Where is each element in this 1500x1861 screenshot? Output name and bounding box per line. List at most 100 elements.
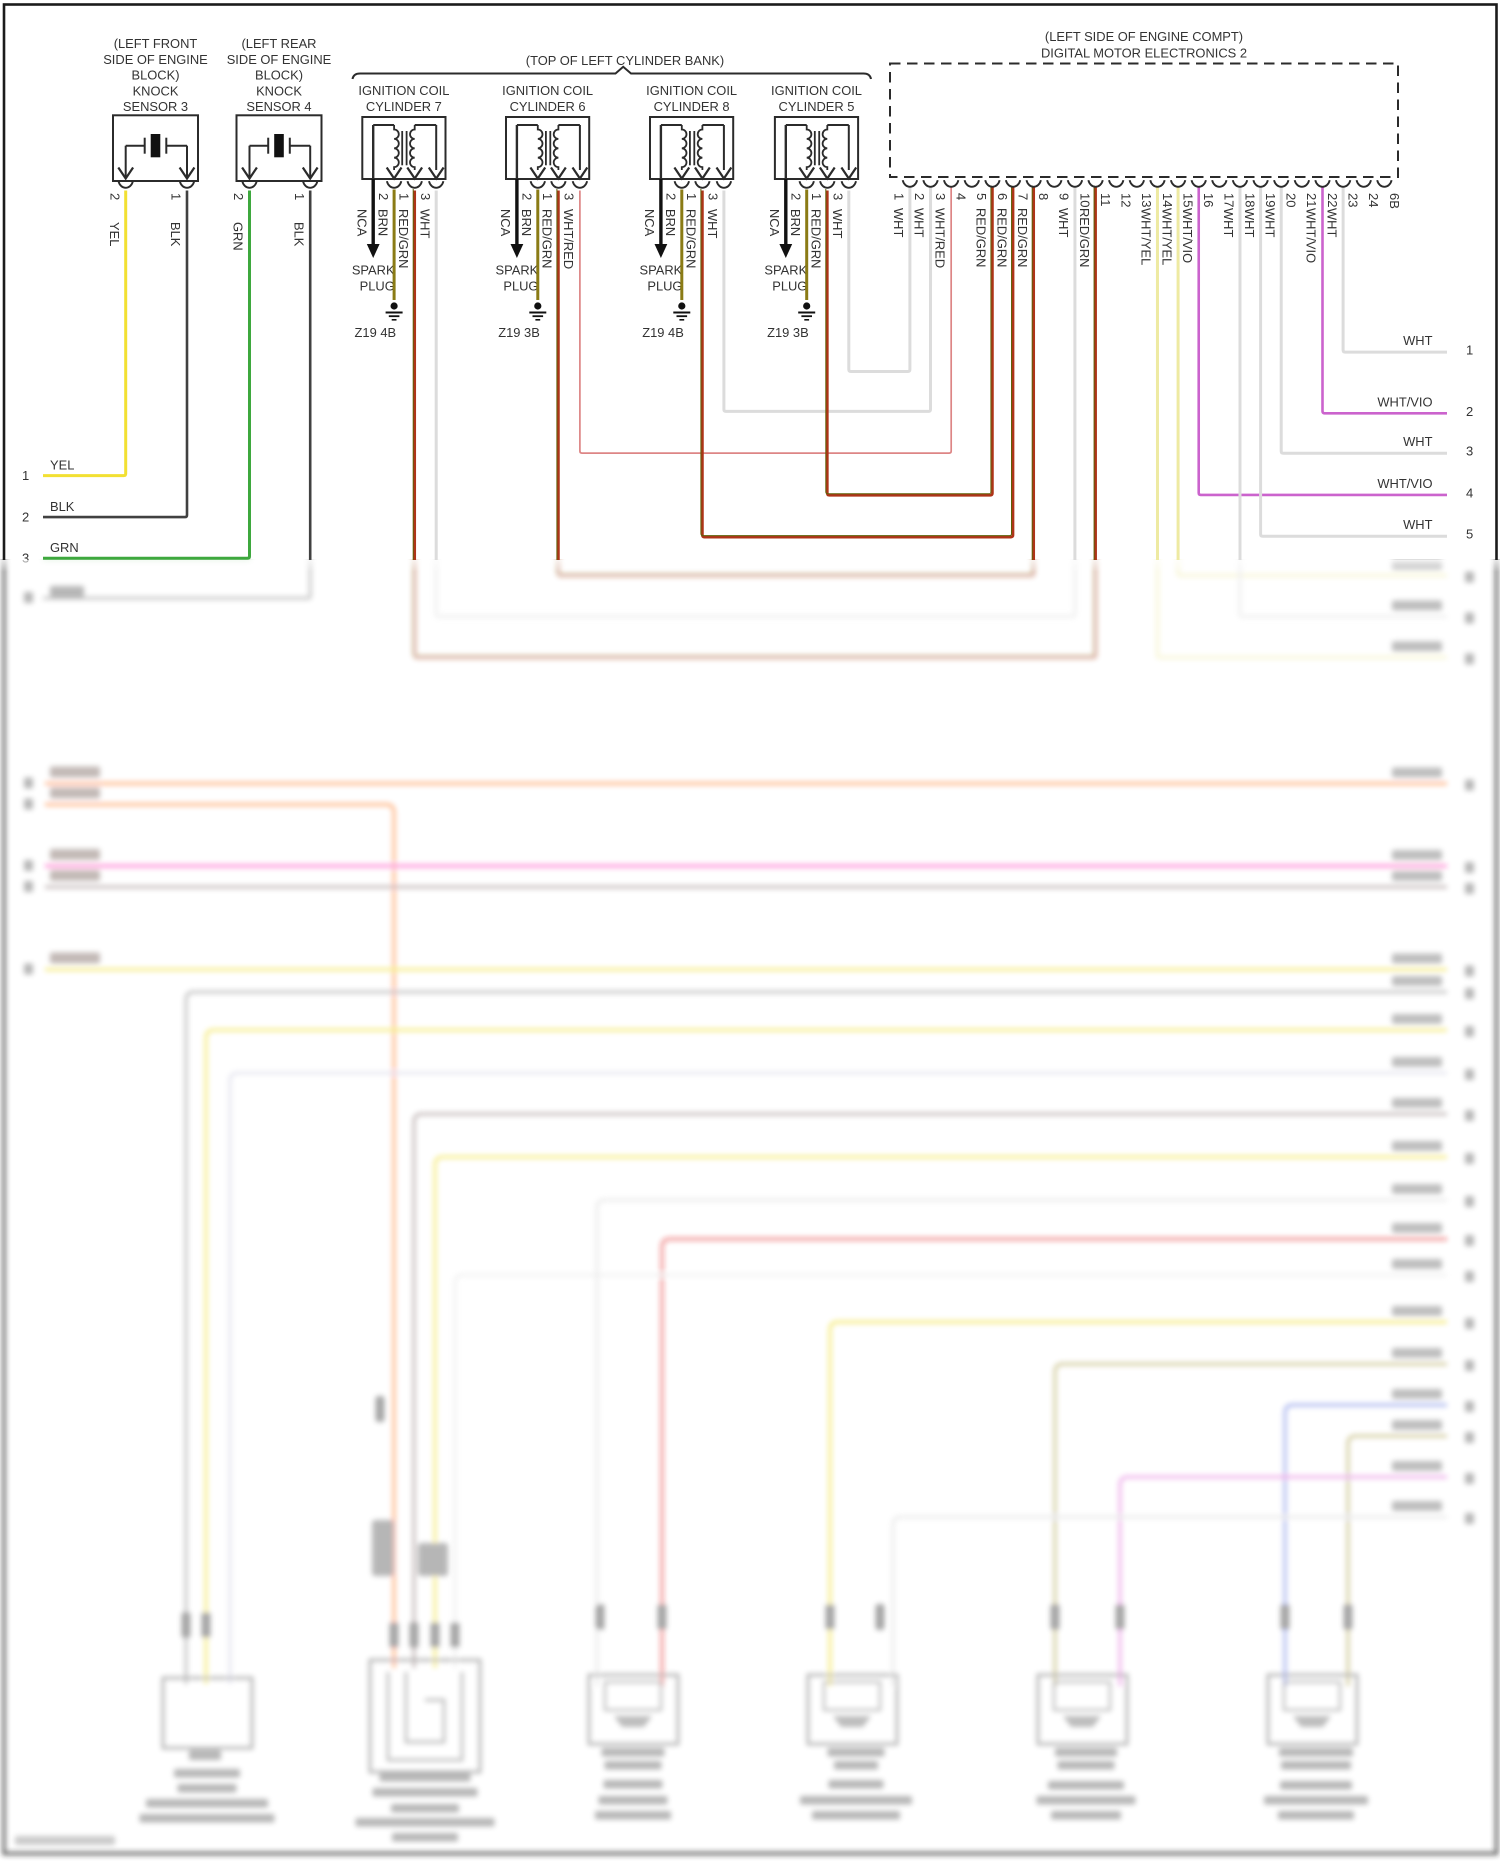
svg-text:BLK: BLK — [168, 222, 183, 247]
svg-text:18: 18 — [1242, 193, 1257, 207]
svg-text:9: 9 — [1057, 193, 1072, 200]
svg-text:CYLINDER 5: CYLINDER 5 — [779, 99, 855, 114]
svg-text:WHT: WHT — [1403, 434, 1432, 449]
svg-text:BLK: BLK — [50, 499, 75, 514]
svg-text:11: 11 — [1098, 193, 1113, 207]
svg-text:SPARK: SPARK — [640, 263, 683, 278]
svg-text:17: 17 — [1222, 193, 1237, 207]
svg-text:CYLINDER 7: CYLINDER 7 — [366, 99, 442, 114]
svg-text:3: 3 — [22, 551, 29, 566]
svg-text:WHT/VIO: WHT/VIO — [1304, 208, 1319, 263]
svg-text:IGNITION COIL: IGNITION COIL — [358, 83, 449, 98]
svg-text:2: 2 — [1466, 404, 1473, 419]
svg-text:10: 10 — [1077, 193, 1092, 207]
svg-text:SPARK: SPARK — [496, 263, 539, 278]
svg-text:WHT: WHT — [417, 209, 432, 238]
svg-text:2: 2 — [376, 193, 391, 200]
svg-text:GRN: GRN — [231, 222, 246, 251]
svg-text:15: 15 — [1180, 193, 1195, 207]
svg-text:WHT: WHT — [1221, 208, 1236, 237]
svg-text:WHT: WHT — [830, 209, 845, 238]
svg-text:NCA: NCA — [498, 209, 513, 237]
svg-text:(LEFT SIDE OF ENGINE COMPT): (LEFT SIDE OF ENGINE COMPT) — [1045, 29, 1243, 44]
svg-text:WHT: WHT — [705, 209, 720, 238]
svg-text:WHT: WHT — [1403, 517, 1432, 532]
svg-text:8: 8 — [1036, 193, 1051, 200]
svg-text:YEL: YEL — [50, 458, 74, 473]
svg-text:SENSOR 4: SENSOR 4 — [246, 99, 311, 114]
svg-text:20: 20 — [1284, 193, 1299, 207]
svg-text:YEL: YEL — [107, 222, 122, 246]
svg-text:WHT/RED: WHT/RED — [932, 208, 947, 268]
svg-text:IGNITION COIL: IGNITION COIL — [771, 83, 862, 98]
svg-text:1: 1 — [892, 193, 907, 200]
svg-text:4: 4 — [1466, 485, 1473, 500]
svg-text:3: 3 — [418, 193, 433, 200]
svg-text:WHT/YEL: WHT/YEL — [1139, 208, 1154, 265]
svg-text:2: 2 — [788, 193, 803, 200]
svg-text:21: 21 — [1304, 193, 1319, 207]
svg-text:3: 3 — [933, 193, 948, 200]
svg-text:PLUG: PLUG — [647, 279, 682, 294]
svg-text:WHT: WHT — [1403, 333, 1432, 348]
svg-text:3: 3 — [706, 193, 721, 200]
svg-text:SPARK: SPARK — [352, 263, 395, 278]
svg-text:BRN: BRN — [375, 209, 390, 236]
svg-text:WHT: WHT — [912, 208, 927, 237]
svg-text:WHT: WHT — [1324, 208, 1339, 237]
svg-text:PLUG: PLUG — [503, 279, 538, 294]
svg-text:5: 5 — [974, 193, 989, 200]
svg-text:22: 22 — [1325, 193, 1340, 207]
svg-text:RED/GRN: RED/GRN — [1077, 208, 1092, 267]
svg-text:(LEFT FRONT: (LEFT FRONT — [114, 36, 198, 51]
svg-text:4: 4 — [953, 193, 968, 200]
svg-text:IGNITION COIL: IGNITION COIL — [502, 83, 593, 98]
svg-text:19: 19 — [1263, 193, 1278, 207]
svg-text:IGNITION COIL: IGNITION COIL — [646, 83, 737, 98]
svg-text:WHT/RED: WHT/RED — [561, 209, 576, 269]
svg-text:SIDE OF ENGINE: SIDE OF ENGINE — [227, 52, 332, 67]
svg-text:WHT: WHT — [1056, 208, 1071, 237]
svg-text:CYLINDER 6: CYLINDER 6 — [510, 99, 586, 114]
svg-text:14: 14 — [1160, 193, 1175, 207]
svg-text:2: 2 — [107, 193, 122, 200]
svg-text:3: 3 — [1466, 444, 1473, 459]
svg-text:2: 2 — [912, 193, 927, 200]
svg-text:BLOCK): BLOCK) — [255, 68, 303, 83]
svg-text:Z19 4B: Z19 4B — [642, 325, 684, 340]
svg-text:SENSOR 3: SENSOR 3 — [123, 99, 188, 114]
svg-text:(LEFT REAR: (LEFT REAR — [242, 36, 317, 51]
svg-text:Z19 3B: Z19 3B — [498, 325, 540, 340]
svg-text:1: 1 — [22, 468, 29, 483]
svg-text:Z19 4B: Z19 4B — [355, 325, 397, 340]
svg-text:SIDE OF ENGINE: SIDE OF ENGINE — [103, 52, 208, 67]
svg-text:3: 3 — [562, 193, 577, 200]
svg-text:RED/GRN: RED/GRN — [974, 208, 989, 267]
svg-text:KNOCK: KNOCK — [133, 83, 179, 98]
svg-text:SPARK: SPARK — [764, 263, 807, 278]
svg-text:1: 1 — [169, 193, 184, 200]
svg-text:1: 1 — [1466, 343, 1473, 358]
svg-text:1: 1 — [396, 193, 411, 200]
svg-text:6B: 6B — [1387, 193, 1402, 209]
svg-text:13: 13 — [1139, 193, 1154, 207]
svg-text:1: 1 — [684, 193, 699, 200]
svg-text:1: 1 — [540, 193, 555, 200]
svg-text:BRN: BRN — [519, 209, 534, 236]
svg-text:PLUG: PLUG — [772, 279, 807, 294]
svg-text:NCA: NCA — [767, 209, 782, 237]
svg-text:12: 12 — [1119, 193, 1134, 207]
svg-text:2: 2 — [231, 193, 246, 200]
svg-text:PLUG: PLUG — [360, 279, 395, 294]
svg-text:WHT/YEL: WHT/YEL — [1159, 208, 1174, 265]
svg-text:CYLINDER 8: CYLINDER 8 — [654, 99, 730, 114]
svg-text:16: 16 — [1201, 193, 1216, 207]
svg-text:KNOCK: KNOCK — [256, 83, 302, 98]
svg-text:WHT: WHT — [891, 208, 906, 237]
svg-text:RED/GRN: RED/GRN — [396, 209, 411, 268]
svg-text:BLK: BLK — [291, 222, 306, 247]
svg-text:6: 6 — [995, 193, 1010, 200]
svg-text:RED/GRN: RED/GRN — [1015, 208, 1030, 267]
svg-text:Z19 3B: Z19 3B — [767, 325, 809, 340]
svg-text:WHT/VIO: WHT/VIO — [1377, 476, 1432, 491]
